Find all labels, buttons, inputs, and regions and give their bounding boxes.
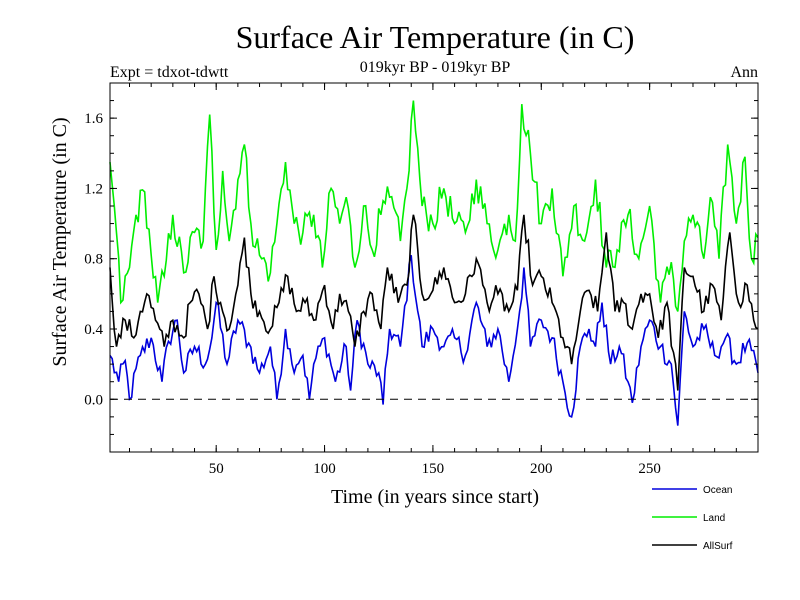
- y-tick-label: 0.4: [84, 322, 103, 338]
- y-axis-label: Surface Air Temperature (in C): [49, 117, 71, 366]
- chart-subtitle: 019kyr BP - 019kyr BP: [360, 59, 511, 76]
- x-tick-label: 200: [530, 461, 553, 477]
- legend: Ocean Land AllSurf: [652, 485, 733, 552]
- x-tick-label: 250: [638, 461, 661, 477]
- series-line-allsurf: [109, 214, 759, 391]
- x-tick-label: 150: [422, 461, 445, 477]
- y-tick-label: 0.8: [84, 252, 103, 268]
- y-tick-label: 1.2: [84, 181, 103, 197]
- y-tick-label: 0.0: [84, 392, 103, 408]
- legend-label-allsurf: AllSurf: [703, 541, 733, 552]
- experiment-label: Expt = tdxot-tdwtt: [110, 64, 229, 81]
- plot-frame: [109, 82, 759, 453]
- chart-title: Surface Air Temperature (in C): [236, 19, 635, 55]
- legend-label-land: Land: [703, 513, 725, 524]
- x-tick-label: 100: [313, 461, 336, 477]
- y-axis-ticks: 0.0 0.4 0.8 1.2 1.6: [84, 82, 758, 453]
- legend-label-ocean: Ocean: [703, 485, 732, 496]
- x-axis-ticks: 50 100 150 200 250: [129, 83, 759, 477]
- x-tick-label: 50: [209, 461, 224, 477]
- plot-area: 0.0 0.4 0.8 1.2 1.6 50 100 150 200 250: [84, 82, 759, 477]
- season-label: Ann: [730, 64, 758, 81]
- y-tick-label: 1.6: [84, 111, 103, 127]
- series-layer: [109, 100, 759, 426]
- series-line-land: [109, 100, 759, 312]
- x-axis-label: Time (in years since start): [331, 486, 539, 508]
